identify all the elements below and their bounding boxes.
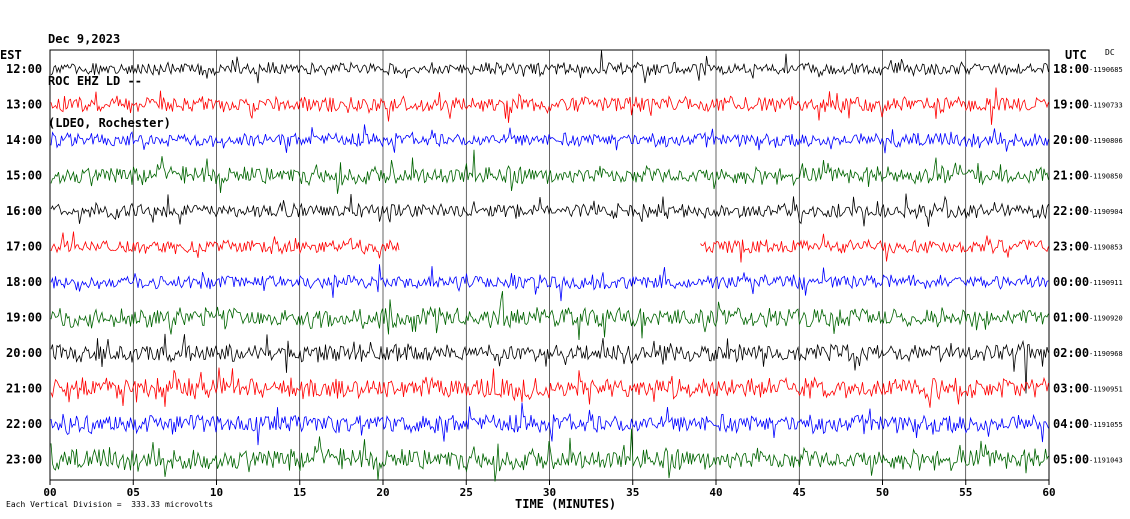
trace-row-0 [50, 50, 1049, 84]
row-label-local-7: 19:00 [6, 311, 42, 325]
chart-date: Dec 9,2023 [48, 32, 121, 46]
row-count-4: -1190904 [1089, 208, 1123, 216]
row-label-local-2: 14:00 [6, 133, 42, 147]
row-count-1: -1190733 [1089, 102, 1123, 110]
row-label-utc-8: 02:00 [1053, 346, 1089, 360]
chart-location: (LDEO, Rochester) [48, 116, 171, 130]
x-tick-label-50: 50 [876, 486, 889, 499]
trace-row-3 [50, 149, 1049, 194]
chart-station: ROC EHZ LD -- [48, 74, 142, 88]
x-tick-label-25: 25 [460, 486, 473, 499]
trace-row-4 [50, 193, 1049, 227]
row-label-local-8: 20:00 [6, 346, 42, 360]
trace-row-10 [50, 402, 1049, 446]
trace-row-8 [50, 333, 1049, 394]
x-tick-label-60: 60 [1042, 486, 1055, 499]
x-tick-label-45: 45 [793, 486, 806, 499]
x-tick-label-20: 20 [376, 486, 389, 499]
trace-row-7 [50, 291, 1049, 341]
x-tick-label-55: 55 [959, 486, 972, 499]
trace-row-11 [50, 428, 1049, 482]
row-label-utc-1: 19:00 [1053, 98, 1089, 112]
row-count-8: -1190968 [1089, 350, 1123, 358]
x-tick-label-40: 40 [709, 486, 722, 499]
dc-label: DC [1105, 48, 1115, 57]
row-count-6: -1190911 [1089, 279, 1123, 287]
row-label-local-6: 18:00 [6, 275, 42, 289]
row-count-11: -1191043 [1089, 457, 1123, 465]
row-label-utc-7: 01:00 [1053, 311, 1089, 325]
row-label-utc-6: 00:00 [1053, 275, 1089, 289]
row-label-utc-2: 20:00 [1053, 133, 1089, 147]
row-label-utc-10: 04:00 [1053, 417, 1089, 431]
row-label-local-5: 17:00 [6, 240, 42, 254]
row-count-9: -1190951 [1089, 386, 1123, 394]
row-count-2: -1190806 [1089, 137, 1123, 145]
row-count-7: -1190920 [1089, 315, 1123, 323]
x-tick-label-35: 35 [626, 486, 639, 499]
x-tick-label-05: 05 [127, 486, 140, 499]
row-count-0: -1190685 [1089, 66, 1123, 74]
x-tick-label-10: 10 [210, 486, 223, 499]
row-label-local-11: 23:00 [6, 453, 42, 467]
trace-row-9 [50, 367, 1049, 408]
row-count-3: -1190850 [1089, 173, 1123, 181]
row-label-local-4: 16:00 [6, 204, 42, 218]
row-label-utc-3: 21:00 [1053, 169, 1089, 183]
row-count-5: -1190853 [1089, 244, 1123, 252]
x-tick-label-30: 30 [543, 486, 556, 499]
left-timezone-label: EST [0, 48, 22, 62]
row-label-utc-9: 03:00 [1053, 382, 1089, 396]
row-label-local-9: 21:00 [6, 382, 42, 396]
row-label-local-3: 15:00 [6, 169, 42, 183]
trace-row-6 [50, 264, 1049, 302]
row-label-utc-11: 05:00 [1053, 453, 1089, 467]
row-label-local-1: 13:00 [6, 98, 42, 112]
row-label-utc-4: 22:00 [1053, 204, 1089, 218]
trace-row-2 [50, 124, 1049, 154]
right-timezone-label: UTC [1065, 48, 1087, 62]
row-label-local-10: 22:00 [6, 417, 42, 431]
x-tick-label-00: 00 [43, 486, 56, 499]
row-label-utc-0: 18:00 [1053, 62, 1089, 76]
row-label-local-0: 12:00 [6, 62, 42, 76]
scale-footnote: Each Vertical Division = 333.33 microvol… [6, 500, 214, 509]
x-tick-label-15: 15 [293, 486, 306, 499]
row-label-utc-5: 23:00 [1053, 240, 1089, 254]
x-axis-title: TIME (MINUTES) [515, 497, 617, 511]
row-count-10: -1191055 [1089, 421, 1123, 429]
trace-row-5 [50, 231, 1049, 263]
trace-row-1 [50, 87, 1049, 125]
